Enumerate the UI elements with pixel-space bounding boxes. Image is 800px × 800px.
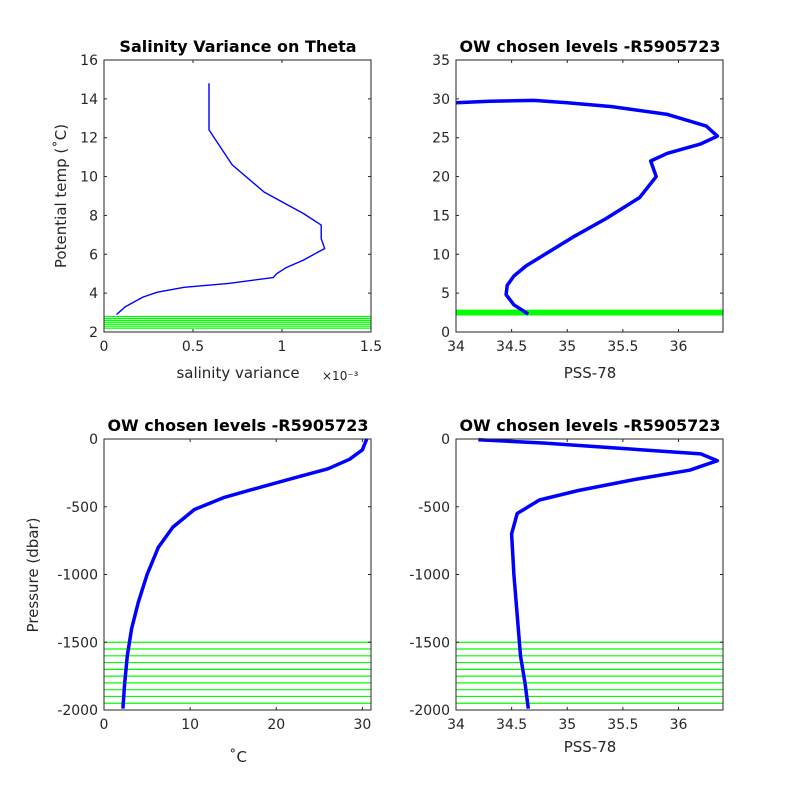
x-tick-label: 0.5 [182, 339, 204, 355]
panel-4-title: OW chosen levels -R5905723 [459, 416, 720, 435]
profile-line [478, 437, 720, 709]
panel-4-ticks: 34 34.5 35 35.5 36 -2000 -1500 -1000 -500 0 [409, 432, 723, 733]
profile-line [116, 83, 326, 316]
y-tick-label: -1000 [409, 568, 450, 584]
x-tick-label: 35.5 [607, 339, 638, 355]
y-tick-label: 5 [441, 286, 450, 302]
y-tick-label: 14 [80, 92, 98, 108]
panel-4-series [478, 437, 720, 709]
y-tick-label: 8 [89, 208, 98, 224]
panel-salinity-pressure: OW chosen levels -R5905723 34 34.5 35 35.5 3… [409, 416, 724, 756]
panel-4-chosen-levels [456, 641, 723, 704]
panel-theta-variance: Salinity Variance on Theta 0 0.5 1 1.5 2 4 6 8 1… [52, 37, 382, 383]
panel-1-title: Salinity Variance on Theta [119, 37, 356, 56]
panel-1-axes-box [103, 59, 372, 333]
x-tick-label: 10 [181, 717, 199, 733]
x-tick-label: 34 [447, 339, 465, 355]
y-tick-label: 10 [80, 170, 98, 186]
x-tick-label: 34.5 [496, 339, 527, 355]
y-tick-label: 25 [432, 131, 450, 147]
x-tick-label: 1 [278, 339, 287, 355]
y-tick-label: 12 [80, 131, 98, 147]
y-tick-label: 6 [89, 247, 98, 263]
y-tick-label: 0 [441, 432, 450, 448]
panel-1-x-exponent: ×10⁻³ [322, 369, 359, 383]
y-tick-label: -2000 [409, 703, 450, 719]
x-tick-label: 35.5 [607, 717, 638, 733]
y-tick-label: 0 [441, 325, 450, 341]
x-tick-label: 36 [670, 339, 688, 355]
profile-line [455, 98, 720, 316]
profile-line [121, 438, 369, 709]
x-tick-label: 35 [558, 717, 576, 733]
x-tick-label: 34 [447, 717, 465, 733]
panel-1-chosen-levels [104, 315, 371, 329]
panel-2-series [455, 98, 720, 316]
panel-ts-diagram: OW chosen levels -R5905723 34 34.5 35 35.5 3… [432, 37, 724, 382]
panel-2-chosen-levels [456, 309, 723, 316]
y-tick-label: -2000 [57, 703, 98, 719]
y-tick-label: -1500 [57, 635, 98, 651]
x-tick-label: 34.5 [496, 717, 527, 733]
panel-3-chosen-levels [104, 641, 371, 704]
panel-2-title: OW chosen levels -R5905723 [459, 37, 720, 56]
y-tick-label: 16 [80, 53, 98, 69]
x-tick-label: 30 [353, 717, 371, 733]
y-tick-label: 10 [432, 247, 450, 263]
panel-4-xlabel: PSS-78 [564, 738, 617, 756]
y-tick-label: 20 [432, 170, 450, 186]
panel-3-xlabel: ˚C [229, 748, 247, 766]
y-tick-label: -500 [418, 500, 450, 516]
panel-1-ticks: 0 0.5 1 1.5 2 4 6 8 10 12 14 16 [80, 53, 382, 355]
x-tick-label: 1.5 [360, 339, 382, 355]
y-tick-label: -500 [66, 500, 98, 516]
panel-3-ylabel: Pressure (dbar) [24, 518, 42, 633]
y-tick-label: 4 [89, 286, 98, 302]
panel-3-ticks: 0 10 20 30 -2000 -1500 -1000 -500 0 [57, 432, 371, 733]
panel-1-ylabel: Potential temp (˚C) [52, 124, 70, 268]
y-tick-label: 35 [432, 53, 450, 69]
y-tick-label: 30 [432, 92, 450, 108]
panel-2-axes-box [455, 59, 724, 333]
y-tick-label: -1500 [409, 635, 450, 651]
x-tick-label: 35 [558, 339, 576, 355]
x-tick-label: 36 [670, 717, 688, 733]
panel-3-title: OW chosen levels -R5905723 [107, 416, 368, 435]
panel-temperature-pressure: OW chosen levels -R5905723 0 10 20 30 -2000 -… [24, 416, 372, 766]
panel-2-xlabel: PSS-78 [564, 364, 617, 382]
y-tick-label: 2 [89, 325, 98, 341]
y-tick-label: 15 [432, 208, 450, 224]
y-tick-label: -1000 [57, 568, 98, 584]
x-tick-label: 0 [100, 717, 109, 733]
panel-2-ticks: 34 34.5 35 35.5 36 0 5 10 15 20 25 30 35 [432, 53, 723, 355]
x-tick-label: 0 [100, 339, 109, 355]
panel-1-series [116, 83, 326, 316]
x-tick-label: 20 [267, 717, 285, 733]
panel-3-series [121, 438, 369, 709]
y-tick-label: 0 [89, 432, 98, 448]
panel-1-xlabel: salinity variance [176, 364, 299, 382]
